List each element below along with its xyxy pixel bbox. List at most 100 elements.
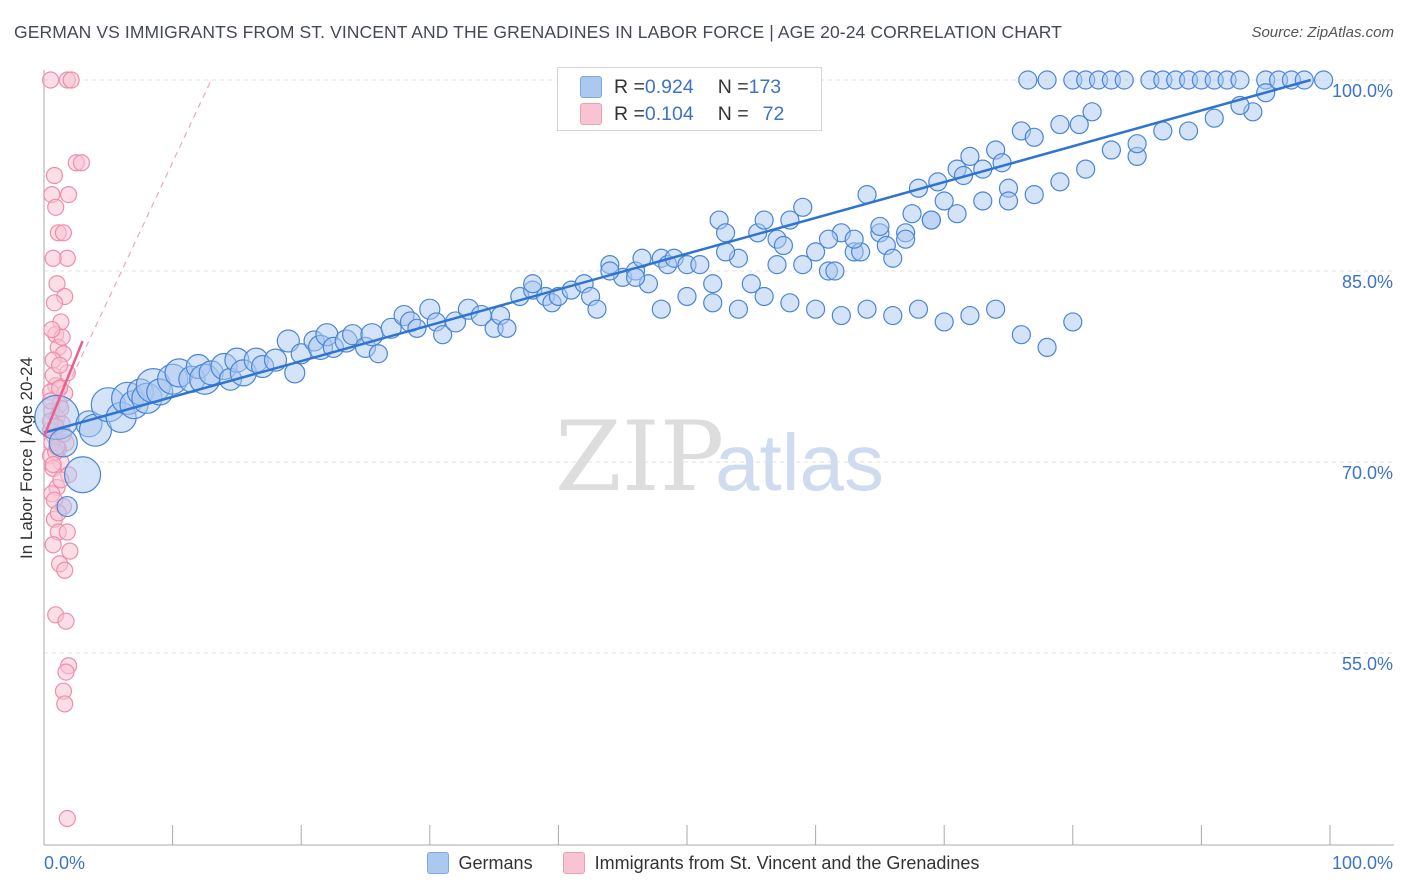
legend-n-label: N = (717, 75, 749, 98)
data-point-germans (857, 299, 877, 319)
data-point-germans (780, 293, 800, 313)
data-point-germans (1076, 159, 1096, 179)
data-point-germans (703, 274, 723, 294)
source-label: Source: ZipAtlas.com (1251, 24, 1394, 41)
data-point-immigrants (62, 71, 80, 89)
data-point-germans (960, 146, 980, 166)
data-point-immigrants (44, 249, 62, 267)
data-point-germans (1178, 121, 1199, 141)
watermark-zip: ZIP (555, 401, 724, 513)
data-point-germans (934, 191, 954, 211)
data-point-germans (368, 344, 388, 364)
data-point-germans (1114, 70, 1134, 90)
data-point-germans (1069, 114, 1089, 135)
legend-r-value: 0.924 (644, 75, 694, 98)
legend-r-value: 0.104 (644, 102, 694, 125)
data-point-germans (1050, 114, 1070, 135)
legend-row-germans: R = 0.924 N = 173 (580, 73, 781, 101)
series-blue-points (34, 70, 1334, 518)
data-point-germans (1024, 185, 1044, 205)
data-point-germans (992, 153, 1012, 173)
y-tick-label: 85.0% (1342, 272, 1393, 292)
data-point-germans (48, 428, 78, 458)
data-point-germans (1011, 325, 1031, 345)
data-point-immigrants (44, 455, 62, 474)
data-point-germans (1063, 312, 1083, 332)
data-point-germans (1127, 134, 1147, 154)
data-point-germans (433, 325, 453, 345)
trend-lines (42, 78, 1312, 438)
data-point-immigrants (45, 294, 64, 312)
data-point-immigrants (45, 166, 64, 185)
data-point-immigrants (61, 542, 79, 560)
data-point-germans (805, 299, 826, 319)
data-point-germans (960, 305, 980, 326)
data-point-germans (56, 495, 78, 518)
data-point-germans (625, 267, 646, 287)
data-point-germans (1101, 140, 1121, 160)
data-point-germans (986, 299, 1006, 319)
data-point-germans (1313, 70, 1334, 90)
watermark: ZIP atlas (555, 401, 884, 513)
data-point-germans (793, 255, 813, 275)
axes (43, 70, 1394, 846)
trend-line-germans (43, 78, 1312, 434)
data-point-immigrants (72, 154, 91, 172)
tick-labels: 55.0% 70.0% 85.0% 100.0% 0.0% 100.0% (44, 81, 1393, 873)
data-point-germans (690, 255, 710, 275)
data-point-germans (902, 204, 922, 224)
data-point-germans (870, 216, 890, 237)
data-point-immigrants (58, 809, 76, 828)
correlation-legend: R = 0.924 N = 173 R = 0.104 N = 72 (557, 67, 822, 131)
trend-line-immigrants (42, 340, 84, 438)
data-point-germans (651, 299, 671, 319)
data-point-germans (1230, 70, 1250, 90)
data-point-germans (1024, 127, 1044, 147)
data-point-germans (715, 223, 736, 243)
data-point-germans (728, 299, 749, 319)
data-point-immigrants (57, 612, 75, 630)
legend-item-immigrants[interactable]: Immigrants from St. Vincent and the Gren… (562, 852, 979, 874)
watermark-atlas: atlas (715, 418, 884, 507)
data-point-germans (934, 312, 954, 332)
data-point-germans (825, 261, 845, 281)
data-point-germans (1153, 121, 1173, 141)
data-point-germans (1037, 70, 1057, 90)
legend-swatch-pink (580, 103, 602, 125)
data-point-immigrants (50, 356, 69, 374)
data-point-immigrants (59, 186, 78, 204)
data-point-germans (793, 197, 813, 217)
data-point-germans (1037, 337, 1057, 357)
data-point-immigrants (41, 71, 60, 89)
chart-title: GERMAN VS IMMIGRANTS FROM ST. VINCENT AN… (14, 22, 1062, 42)
legend-item-germans[interactable]: Germans (426, 852, 533, 874)
x-tick-label: 0.0% (44, 853, 85, 873)
y-tick-label: 70.0% (1342, 463, 1393, 483)
data-point-germans (844, 229, 864, 249)
legend-r-label: R = (614, 75, 645, 98)
data-point-immigrants (56, 695, 74, 713)
data-point-germans (1294, 70, 1314, 90)
bottom-legend: Germans Immigrants from St. Vincent and … (0, 852, 1406, 874)
legend-swatch-blue (426, 852, 449, 874)
data-point-germans (805, 242, 826, 262)
data-point-germans (831, 305, 851, 326)
data-point-immigrants (57, 663, 75, 681)
data-point-immigrants (43, 320, 61, 339)
data-point-germans (896, 229, 916, 249)
legend-n-label: N = (717, 102, 749, 125)
data-point-germans (497, 318, 517, 338)
data-point-immigrants (48, 275, 66, 293)
data-point-immigrants (56, 561, 74, 579)
data-point-germans (767, 255, 787, 275)
data-point-immigrants (44, 536, 62, 554)
legend-r-label: R = (614, 102, 645, 125)
data-point-germans (773, 235, 794, 256)
data-point-germans (947, 204, 967, 224)
data-point-germans (703, 293, 723, 313)
data-point-germans (1018, 70, 1038, 90)
data-point-immigrants (54, 224, 73, 242)
data-point-germans (908, 299, 929, 319)
data-point-germans (523, 274, 543, 294)
